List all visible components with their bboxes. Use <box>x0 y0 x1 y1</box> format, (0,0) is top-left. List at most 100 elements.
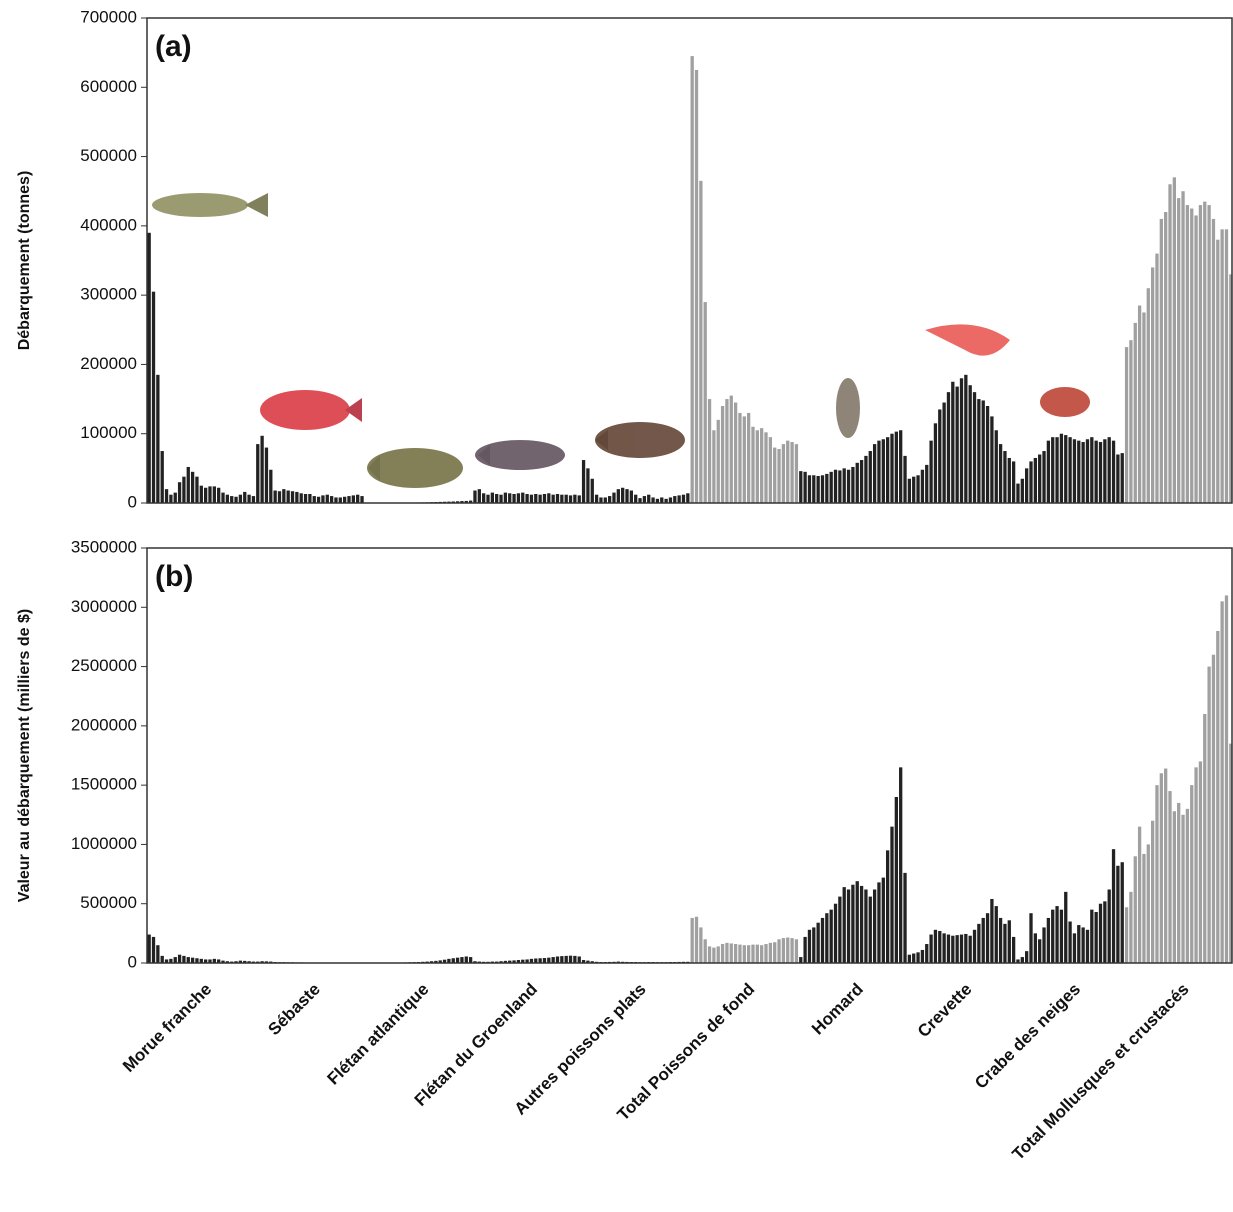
bar <box>977 924 980 963</box>
bar <box>1207 205 1210 503</box>
bar <box>1168 791 1171 963</box>
bar <box>695 917 698 963</box>
bar <box>1112 849 1115 963</box>
bar <box>721 944 724 963</box>
bar <box>986 913 989 963</box>
bar <box>161 956 164 963</box>
bar <box>612 493 615 503</box>
bar <box>760 428 763 503</box>
bar <box>1142 312 1145 503</box>
bar <box>982 918 985 963</box>
bar <box>786 938 789 963</box>
bar <box>634 495 637 503</box>
bar <box>938 409 941 503</box>
x-tick-label: Flétan du Groenland <box>411 980 541 1110</box>
bar <box>1155 254 1158 503</box>
bar <box>195 477 198 503</box>
bar <box>647 495 650 503</box>
bar <box>1060 910 1063 963</box>
bar <box>1168 184 1171 503</box>
bar <box>799 471 802 503</box>
bar <box>929 441 932 503</box>
bar <box>482 493 485 503</box>
bar <box>643 496 646 503</box>
bar <box>947 935 950 963</box>
bar <box>951 936 954 963</box>
bar <box>1021 957 1024 963</box>
bar <box>473 491 476 503</box>
bar <box>148 233 151 503</box>
bar <box>843 887 846 963</box>
bar <box>1160 219 1163 503</box>
bar <box>456 958 459 963</box>
bar <box>1173 811 1176 963</box>
bar <box>569 495 572 503</box>
y-axis-label: Valeur au débarquement (milliers de $) <box>16 609 33 902</box>
bar <box>617 489 620 503</box>
bar <box>586 468 589 503</box>
bar <box>882 878 885 963</box>
bar <box>313 496 316 503</box>
y-tick-label: 300000 <box>80 285 137 304</box>
bar <box>156 375 159 503</box>
bar <box>1047 441 1050 503</box>
bar <box>1151 267 1154 503</box>
bar <box>174 493 177 503</box>
bar <box>1012 937 1015 963</box>
bar <box>278 491 281 503</box>
bar <box>1064 892 1067 963</box>
bar <box>1103 439 1106 503</box>
x-tick-label: Total Mollusques et crustacés <box>1008 980 1192 1164</box>
bar <box>200 486 203 503</box>
bar <box>730 396 733 503</box>
plot-frame <box>147 18 1232 503</box>
y-tick-label: 0 <box>128 952 137 971</box>
bar <box>686 493 689 503</box>
bar <box>951 382 954 503</box>
bar <box>756 945 759 963</box>
bar <box>478 489 481 503</box>
bar <box>1103 901 1106 963</box>
bar <box>1081 442 1084 503</box>
bar <box>1003 924 1006 963</box>
bar <box>560 956 563 963</box>
bar <box>174 957 177 963</box>
y-tick-label: 2500000 <box>71 656 137 675</box>
bar <box>308 494 311 503</box>
bar <box>816 923 819 963</box>
bar <box>808 475 811 503</box>
bar <box>625 489 628 503</box>
bar <box>1216 631 1219 963</box>
bar <box>895 432 898 503</box>
bar <box>1207 667 1210 963</box>
bar <box>777 939 780 963</box>
bar <box>1112 441 1115 503</box>
bar <box>1194 767 1197 963</box>
bar <box>860 460 863 503</box>
bar <box>1151 821 1154 963</box>
bar <box>1116 866 1119 963</box>
y-tick-label: 200000 <box>80 354 137 373</box>
bar <box>717 946 720 963</box>
bar <box>1073 439 1076 503</box>
bar <box>1121 862 1124 963</box>
bar <box>1055 906 1058 963</box>
y-tick-label: 700000 <box>80 7 137 26</box>
bar <box>738 413 741 503</box>
bar <box>608 496 611 503</box>
bar <box>738 945 741 963</box>
bar <box>621 488 624 503</box>
bar <box>495 494 498 503</box>
bar <box>156 945 159 963</box>
bar <box>929 935 932 963</box>
bar <box>300 493 303 503</box>
bar <box>187 467 190 503</box>
bar <box>877 882 880 963</box>
bar <box>812 927 815 963</box>
bar <box>708 399 711 503</box>
bar <box>960 378 963 503</box>
bar <box>769 943 772 963</box>
bar <box>204 488 207 503</box>
bar <box>1051 910 1054 963</box>
